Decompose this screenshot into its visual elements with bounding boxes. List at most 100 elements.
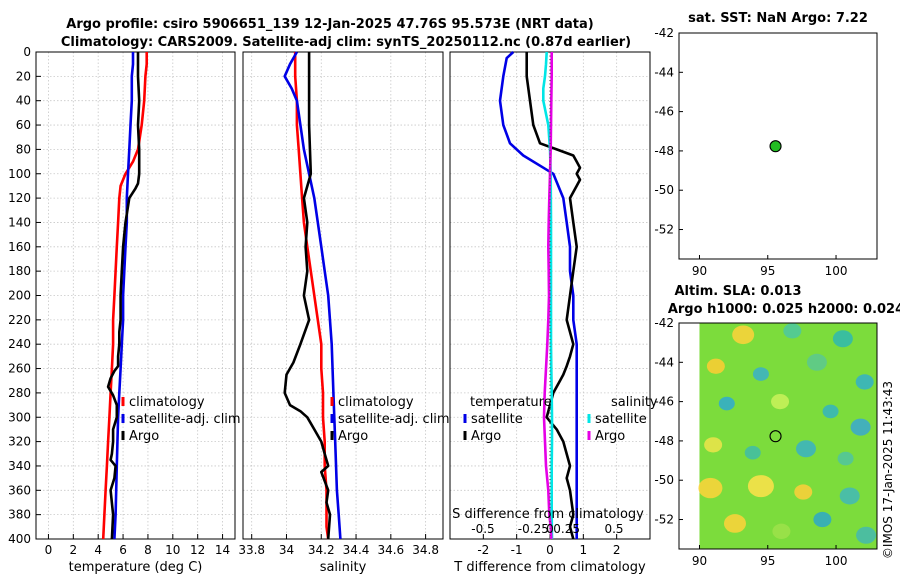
sla-field-patch	[832, 330, 853, 348]
y-tick-label: 200	[8, 289, 31, 303]
y-tick-label: 240	[8, 337, 31, 351]
series-line-salinity-satellite	[541, 51, 554, 540]
y-tick-label: 280	[8, 386, 31, 400]
y-tick-label: -42	[654, 316, 674, 330]
map-axes-box	[678, 32, 878, 260]
sla-field-background	[699, 323, 877, 549]
y-tick-label: 220	[8, 313, 31, 327]
y-tick-label: 400	[8, 532, 31, 546]
sla-field-patch	[795, 440, 816, 458]
sla-field-patch	[806, 353, 827, 371]
y-tick-label: 0	[23, 45, 31, 59]
temperature-panel: 0 2 4 6 8 10 12 14 temperature (deg C) 0 20 40 60 80 1…	[8, 45, 241, 575]
secondary-x-tick-label: 0	[546, 522, 554, 536]
salinity-panel: 33.8 34 34.2 34.4 34.6 34.8 salinity climatolog…	[238, 51, 450, 575]
y-tick-label: -52	[654, 513, 674, 527]
y-tick-label: -44	[654, 65, 674, 79]
secondary-x-axis-label: S difference from climatology	[452, 507, 644, 522]
legend-entry: Argo	[595, 429, 625, 444]
y-tick-label: 340	[8, 459, 31, 473]
series-line-argo	[283, 52, 332, 540]
sla-map-panel: Altim. SLA: 0.013 Argo h1000: 0.025 h2000…	[654, 284, 900, 568]
secondary-x-tick-label: 0.25	[553, 522, 580, 536]
y-tick-label: 180	[8, 264, 31, 278]
y-tick-label: 320	[8, 435, 31, 449]
legend-title-temperature: temperature	[470, 395, 552, 410]
y-tick-label: 360	[8, 483, 31, 497]
secondary-x-tick-label: -0.5	[471, 522, 494, 536]
y-tick-label: -44	[654, 355, 674, 369]
x-tick-label: 95	[760, 264, 775, 278]
x-tick-label: 1	[580, 543, 588, 557]
argo-position-marker	[769, 140, 782, 153]
sla-field-patch	[718, 396, 735, 411]
sla-field-patch	[850, 418, 871, 436]
y-tick-label: 80	[16, 142, 31, 156]
legend-entry: Argo	[471, 429, 501, 444]
legend-entry: satellite	[471, 412, 523, 427]
x-tick-label: 2	[69, 543, 77, 557]
x-tick-label: 33.8	[238, 543, 265, 557]
y-tick-label: -48	[654, 144, 674, 158]
y-tick-label: 300	[8, 410, 31, 424]
y-tick-label: 260	[8, 362, 31, 376]
x-tick-label: -2	[477, 543, 489, 557]
sla-field-patch	[783, 323, 802, 339]
legend-entry: satellite-adj. clim	[338, 412, 450, 427]
x-tick-label: 100	[825, 264, 848, 278]
map-axes-box	[678, 322, 878, 550]
x-tick-label: 0	[45, 543, 53, 557]
legend-entry: satellite	[595, 412, 647, 427]
sla-field-patch	[747, 475, 774, 498]
x-tick-label: 34	[279, 543, 294, 557]
x-tick-label: 95	[760, 554, 775, 568]
sla-field-patch	[732, 325, 755, 345]
x-axis-label: T difference from climatology	[453, 560, 646, 575]
y-tick-label: -42	[654, 26, 674, 40]
legend-entry: climatology	[129, 395, 205, 410]
y-tick-label: -52	[654, 223, 674, 237]
sla-map-title-line2: Argo h1000: 0.025 h2000: 0.024	[668, 302, 900, 317]
sst-map-panel: sat. SST: NaN Argo: 7.22 90 95 100 -42 -44 -46…	[654, 11, 878, 278]
series-line-climatology	[101, 52, 148, 540]
series-line-satellite-adj-clim	[283, 51, 342, 540]
x-axis-label: salinity	[320, 560, 367, 575]
secondary-x-tick-label: -0.25	[518, 522, 549, 536]
y-tick-label: 140	[8, 215, 31, 229]
x-tick-label: 0	[546, 543, 554, 557]
sla-field-patch	[856, 526, 877, 544]
x-axis-label: temperature (deg C)	[69, 560, 203, 575]
sla-field-patch	[794, 484, 813, 500]
legend-entry: satellite-adj. clim	[129, 412, 241, 427]
series-line-salinity-argo	[542, 52, 554, 540]
sla-field-patch	[839, 487, 860, 505]
x-tick-label: 34.2	[308, 543, 335, 557]
legend-title-salinity: salinity	[611, 395, 658, 410]
x-tick-label: 4	[94, 543, 102, 557]
sla-field-patch	[772, 523, 791, 539]
legend-entry: Argo	[338, 429, 368, 444]
x-tick-label: -1	[511, 543, 523, 557]
y-tick-label: 380	[8, 508, 31, 522]
x-tick-label: 12	[190, 543, 205, 557]
series-line-temperature-argo	[525, 52, 582, 540]
sla-field-patch	[704, 437, 723, 453]
y-tick-label: -50	[654, 473, 674, 487]
y-tick-label: 100	[8, 167, 31, 181]
sla-field-patch	[752, 367, 769, 381]
x-tick-label: 34.6	[377, 543, 404, 557]
x-tick-label: 14	[215, 543, 230, 557]
sla-field-patch	[723, 514, 746, 533]
x-tick-label: 6	[119, 543, 127, 557]
sla-field-patch	[698, 477, 723, 499]
axes-box	[242, 51, 444, 540]
sla-field-patch	[855, 374, 874, 390]
x-tick-label: 34.8	[412, 543, 439, 557]
secondary-x-tick-label: 0.5	[604, 522, 623, 536]
x-tick-label: 8	[144, 543, 152, 557]
x-tick-label: 34.4	[343, 543, 370, 557]
series-line-temperature-satellite	[498, 51, 579, 539]
x-tick-label: 10	[165, 543, 180, 557]
y-tick-label: -46	[654, 395, 674, 409]
